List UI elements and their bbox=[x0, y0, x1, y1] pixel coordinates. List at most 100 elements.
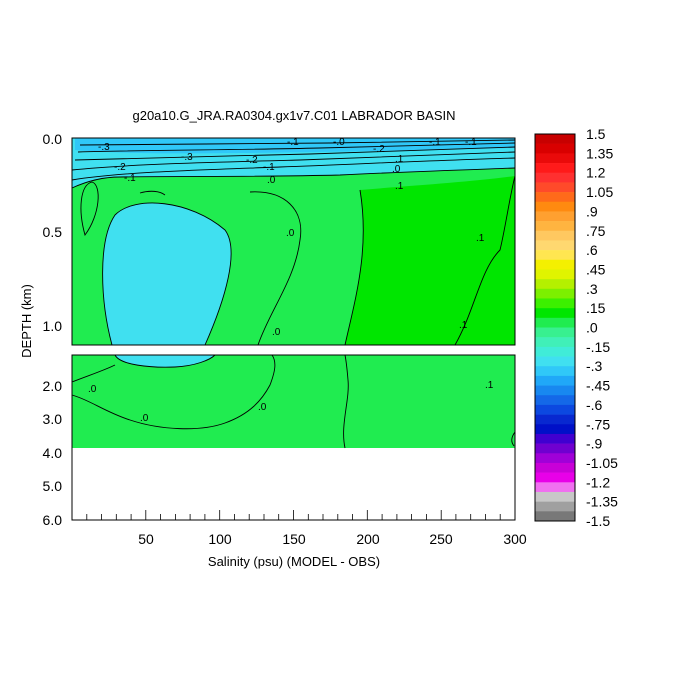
colorbar-label: 1.05 bbox=[586, 184, 613, 200]
contour-line bbox=[71, 167, 516, 189]
contour-label: -.1 bbox=[465, 137, 477, 148]
colorbar-label: -.15 bbox=[586, 339, 610, 355]
colorbar-band bbox=[535, 172, 575, 183]
contour-label: -.1 bbox=[287, 137, 299, 148]
contour-label: -.1 bbox=[124, 173, 136, 184]
x-tick-label: 250 bbox=[429, 531, 453, 547]
contour-label: -.1 bbox=[263, 162, 275, 173]
colorbar-label: -.75 bbox=[586, 416, 610, 432]
contour-label: .1 bbox=[395, 154, 404, 165]
x-tick-label: 100 bbox=[208, 531, 232, 547]
colorbar-band bbox=[535, 433, 575, 444]
contour-label: -.2 bbox=[114, 162, 126, 173]
near-surface-negative-region bbox=[72, 138, 515, 220]
contour-label: -.1 bbox=[429, 137, 441, 148]
lower-negative-region bbox=[115, 355, 215, 368]
colorbar-band bbox=[535, 346, 575, 357]
colorbar-band bbox=[535, 288, 575, 299]
x-minor-ticks bbox=[86, 510, 501, 520]
x-axis: 50 100 150 200 250 300 Salinity (psu) (M… bbox=[138, 531, 527, 569]
upper-panel-frame bbox=[71, 137, 516, 346]
colorbar-bands bbox=[534, 133, 576, 522]
colorbar-label: -.3 bbox=[586, 358, 603, 374]
contour-label: -.3 bbox=[181, 152, 193, 163]
contour-label: .0 bbox=[286, 228, 295, 239]
colorbar-label: .3 bbox=[586, 281, 598, 297]
y-tick-label: 2.0 bbox=[43, 378, 63, 394]
colorbar-band bbox=[535, 511, 575, 522]
colorbar-band bbox=[535, 192, 575, 203]
contour-line bbox=[80, 181, 99, 237]
colorbar-band bbox=[535, 337, 575, 348]
colorbar-band bbox=[535, 482, 575, 493]
y-axis-label: DEPTH (km) bbox=[19, 284, 34, 358]
contour-label: .0 bbox=[140, 413, 149, 424]
colorbar-label: -.9 bbox=[586, 436, 603, 452]
contour-label: .0 bbox=[88, 384, 97, 395]
colorbar-band bbox=[535, 201, 575, 212]
contour-line bbox=[249, 191, 302, 346]
colorbar-band bbox=[535, 472, 575, 483]
colorbar-band bbox=[535, 375, 575, 386]
y-tick-label: 4.0 bbox=[43, 445, 63, 461]
contour-line bbox=[343, 354, 349, 449]
colorbar-band bbox=[535, 230, 575, 241]
contour-line bbox=[71, 354, 276, 430]
colorbar-label: -.6 bbox=[586, 397, 603, 413]
colorbar-label: .75 bbox=[586, 223, 606, 239]
y-tick-label: 1.0 bbox=[43, 318, 63, 334]
y-tick-label: 0.0 bbox=[43, 131, 63, 147]
y-tick-label: 0.5 bbox=[43, 224, 63, 240]
colorbar-label: 1.5 bbox=[586, 126, 606, 142]
colorbar-band bbox=[535, 453, 575, 464]
x-axis-label: Salinity (psu) (MODEL - OBS) bbox=[208, 554, 380, 569]
x-tick-label: 200 bbox=[356, 531, 380, 547]
colorbar-band bbox=[535, 221, 575, 232]
contour-line bbox=[344, 189, 364, 346]
contour-label: .0 bbox=[258, 402, 267, 413]
colorbar-label: -.45 bbox=[586, 378, 610, 394]
contour-line bbox=[79, 139, 516, 146]
colorbar-labels: 1.5 1.35 1.2 1.05 .9 .75 .6 .45 .3 .15 .0 -.15 -.3 -.… bbox=[586, 126, 618, 529]
contour-line bbox=[71, 157, 516, 181]
contour-line bbox=[71, 364, 116, 383]
contour-line bbox=[511, 431, 516, 447]
contour-label: .0 bbox=[272, 327, 281, 338]
colorbar-band bbox=[535, 424, 575, 435]
x-tick-label: 300 bbox=[503, 531, 527, 547]
contour-label: .1 bbox=[395, 181, 404, 192]
colorbar-band bbox=[535, 356, 575, 367]
colorbar-band bbox=[535, 143, 575, 154]
contour-label: -.2 bbox=[373, 144, 385, 155]
contour-line bbox=[71, 151, 516, 171]
colorbar-frame bbox=[534, 133, 576, 522]
colorbar-band bbox=[535, 491, 575, 502]
y-tick-label: 5.0 bbox=[43, 478, 63, 494]
colorbar-band bbox=[535, 134, 575, 144]
contour-line bbox=[77, 142, 516, 153]
colorbar-band bbox=[535, 211, 575, 222]
contour-line bbox=[139, 190, 166, 196]
colorbar-band bbox=[535, 443, 575, 454]
chart-title: g20a10.G_JRA.RA0304.gx1v7.C01 LABRADOR B… bbox=[132, 108, 455, 123]
colorbar-label: .0 bbox=[586, 320, 598, 336]
colorbar-band bbox=[535, 462, 575, 473]
colorbar-band bbox=[535, 308, 575, 319]
x-tick-label: 50 bbox=[138, 531, 154, 547]
lower-panel-no-data-area bbox=[72, 448, 515, 520]
contour-line bbox=[114, 354, 216, 368]
deep-negative-pocket bbox=[102, 203, 232, 345]
colorbar-band bbox=[535, 404, 575, 415]
colorbar-label: .45 bbox=[586, 261, 606, 277]
y-tick-label: 6.0 bbox=[43, 512, 63, 528]
colorbar-band bbox=[535, 279, 575, 290]
contour-label: -.2 bbox=[246, 155, 258, 166]
colorbar-label: .15 bbox=[586, 300, 606, 316]
contour-label: .0 bbox=[392, 164, 401, 175]
contour-label: .0 bbox=[267, 175, 276, 186]
y-axis: 0.0 0.5 1.0 2.0 3.0 4.0 5.0 6.0 DEPTH (k… bbox=[19, 131, 62, 528]
colorbar-band bbox=[535, 414, 575, 425]
contour-label: .1 bbox=[459, 320, 468, 331]
colorbar-band bbox=[535, 501, 575, 512]
x-tick-label: 150 bbox=[282, 531, 306, 547]
